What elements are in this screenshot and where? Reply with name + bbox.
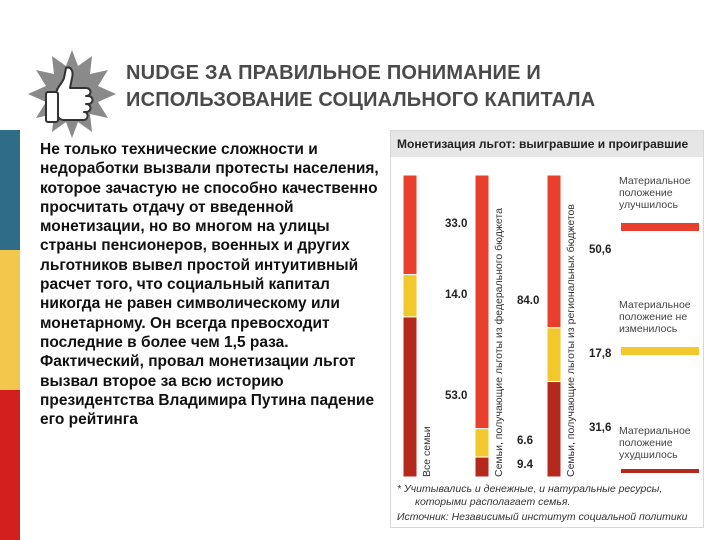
title-line-2: ИСПОЛЬЗОВАНИЕ СОЦИАЛЬНОГО КАПИТАЛА xyxy=(126,89,596,111)
value-label-all-families-unchanged: 14.0 xyxy=(445,288,468,301)
bar-regional-beneficiaries-unchanged xyxy=(546,327,562,383)
category-label-all-families: Все семьи xyxy=(421,426,433,477)
bar-regional-beneficiaries-worsened xyxy=(546,381,562,478)
value-label-regional-beneficiaries-worsened: 31,6 xyxy=(589,422,612,435)
legend-worsened: Материальное положение ухудшилось xyxy=(619,425,691,461)
category-label-federal-beneficiaries: Семьи, получающие льготы из федерального… xyxy=(493,208,505,477)
chart-title: Монетизация льгот: выигравшие и проиграв… xyxy=(391,131,703,157)
category-label-regional-beneficiaries: Семьи, получающие льготы из региональных… xyxy=(565,204,577,477)
legend-swatch-improved xyxy=(621,223,699,231)
stacked-bar-chart xyxy=(402,174,562,478)
source-note: Источник: Независимый институт социально… xyxy=(397,511,688,523)
title-line-1: NUDGE ЗА ПРАВИЛЬНОЕ ПОНИМАНИЕ И xyxy=(126,62,541,84)
bar-all-families-worsened xyxy=(402,316,418,478)
value-label-all-families-worsened: 53.0 xyxy=(445,389,468,402)
bar-federal-beneficiaries-improved xyxy=(474,174,490,430)
bar-all-families-unchanged xyxy=(402,274,418,318)
value-label-federal-beneficiaries-improved: 84.0 xyxy=(517,294,540,307)
value-label-federal-beneficiaries-worsened: 6.6 xyxy=(517,435,533,447)
chart-figure: Монетизация льгот: выигравшие и проиграв… xyxy=(390,130,704,528)
legend-improved: Материальное положение улучшилось xyxy=(619,175,691,211)
value-label-regional-beneficiaries-improved: 50,6 xyxy=(589,244,612,257)
bar-all-families-improved xyxy=(402,174,418,276)
legend-unchanged: Материальное положение не изменилось xyxy=(619,299,691,335)
legend-swatch-worsened xyxy=(621,469,699,473)
bar-federal-beneficiaries-worsened xyxy=(474,456,490,478)
footnote-1: * Учитывались и денежные, и натуральные … xyxy=(397,483,663,495)
bar-federal-beneficiaries-unchanged xyxy=(474,428,490,458)
slide-title: NUDGE ЗА ПРАВИЛЬНОЕ ПОНИМАНИЕ И ИСПОЛЬЗО… xyxy=(126,60,706,114)
value-label-federal-beneficiaries-unchanged: 9.4 xyxy=(517,459,533,471)
footnote-2: которыми располагает семья. xyxy=(415,496,571,508)
value-label-regional-beneficiaries-unchanged: 17,8 xyxy=(589,347,612,360)
bar-regional-beneficiaries-improved xyxy=(546,174,562,329)
thumbs-up-icon xyxy=(28,50,116,138)
value-label-all-families-improved: 33.0 xyxy=(445,217,468,230)
body-paragraph: Не только технические сложности и недора… xyxy=(40,141,379,429)
legend-swatch-unchanged xyxy=(621,347,699,355)
